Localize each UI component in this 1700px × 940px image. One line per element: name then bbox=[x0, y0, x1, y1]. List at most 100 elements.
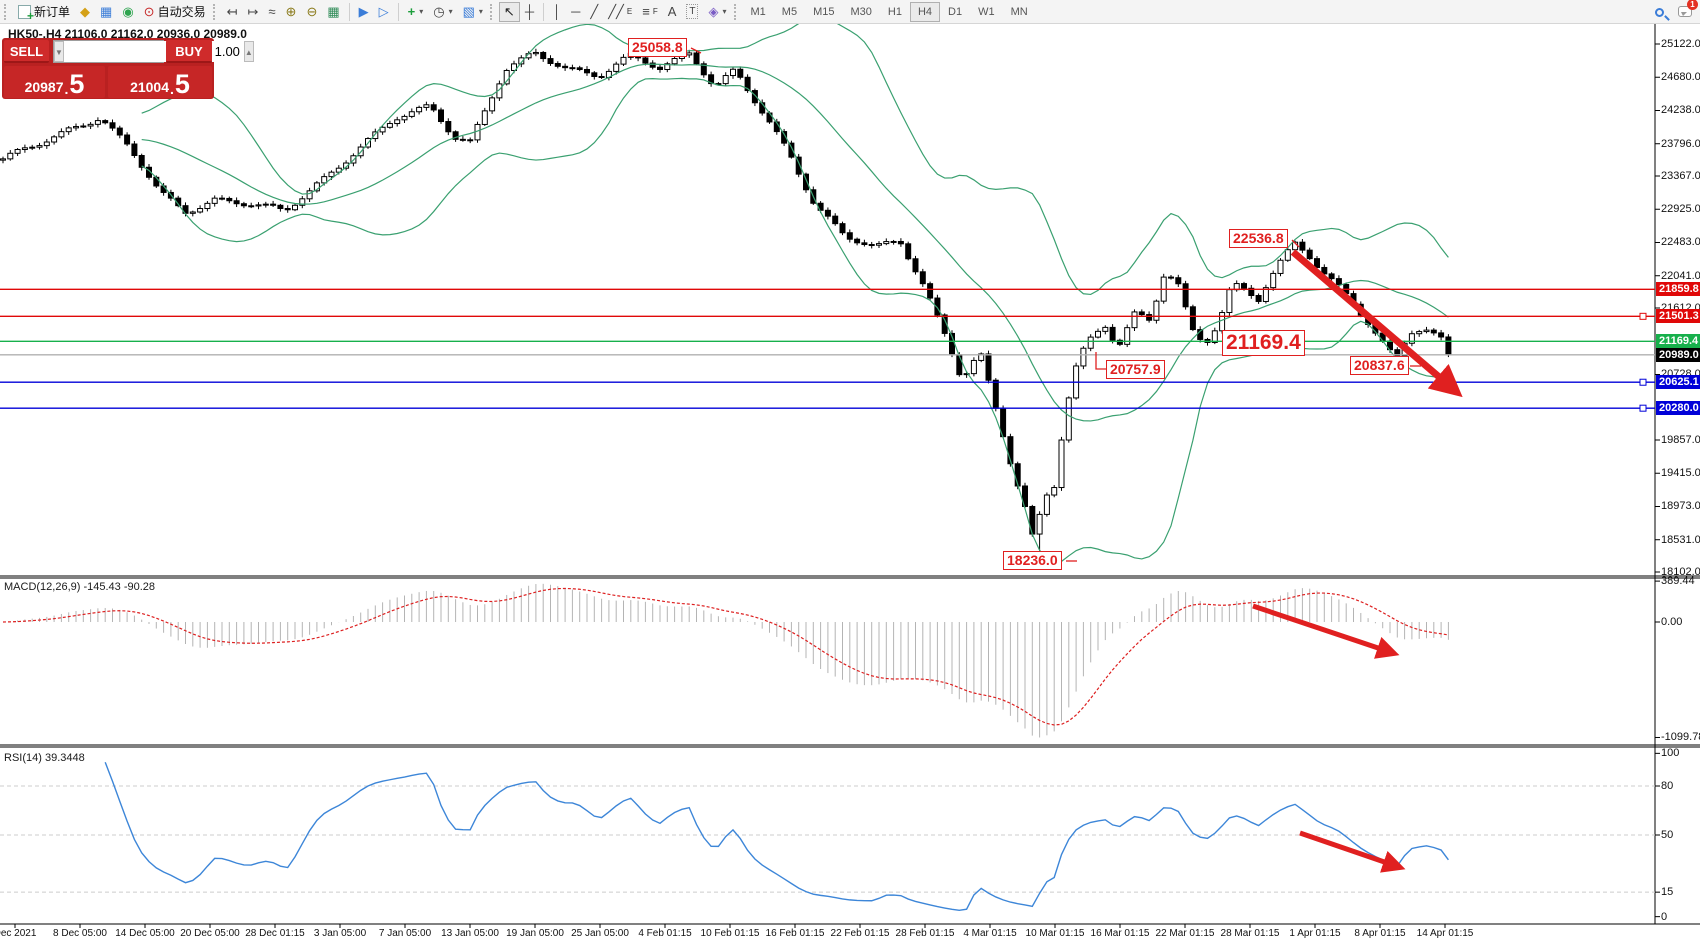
notifications-button[interactable]: 1 bbox=[1678, 0, 1698, 22]
zoom-in-icon: ⊕ bbox=[285, 4, 297, 19]
macd-indicator-label: MACD(12,26,9) -145.43 -90.28 bbox=[4, 581, 155, 593]
crosshair-tool-button[interactable]: ┼ bbox=[520, 2, 539, 22]
volume-decrease-button[interactable]: ▼ bbox=[54, 41, 64, 62]
trendline-tool-button[interactable]: ╱ bbox=[585, 2, 603, 22]
price-axis-tick: 25122.0 bbox=[1661, 38, 1700, 50]
chart-shift-button[interactable]: ↦ bbox=[242, 2, 263, 22]
fibonacci-tool-button[interactable]: ≡ F bbox=[637, 2, 662, 22]
tile-windows-button[interactable]: ▦ bbox=[322, 2, 344, 22]
channel-tool-button[interactable]: ╱╱ E bbox=[603, 2, 637, 22]
timeframe-button-m15[interactable]: M15 bbox=[813, 5, 835, 18]
open-chart-button[interactable]: ▦ bbox=[95, 2, 117, 22]
bar-shift-button[interactable]: ↤ bbox=[222, 2, 243, 22]
dropdown-caret-icon: ▾ bbox=[478, 7, 483, 16]
channel-icon: ╱╱ bbox=[608, 4, 624, 19]
date-axis-label[interactable]: 16 Feb 01:15 bbox=[765, 928, 825, 939]
horizontal-line-tool-button[interactable]: ─ bbox=[566, 2, 585, 22]
search-button[interactable] bbox=[1655, 4, 1664, 22]
sell-price[interactable]: 20987. 5 bbox=[4, 66, 105, 98]
step-forward-button[interactable]: ▶ bbox=[354, 2, 374, 22]
price-annotation-21169-4[interactable]: 21169.4 bbox=[1222, 330, 1305, 356]
zoom-out-button[interactable]: ⊖ bbox=[301, 2, 322, 22]
chart-shift-icon: ↦ bbox=[247, 4, 259, 19]
date-axis-label[interactable]: 28 Mar 01:15 bbox=[1220, 928, 1280, 939]
timeframe-button-m5[interactable]: M5 bbox=[781, 5, 798, 18]
price-annotation-18236-0[interactable]: 18236.0 bbox=[1003, 551, 1062, 570]
buy-price-main: 21004 bbox=[130, 79, 169, 95]
date-axis-label[interactable]: 25 Jan 05:00 bbox=[571, 928, 629, 939]
sell-button[interactable]: SELL bbox=[4, 40, 49, 63]
date-axis-label[interactable]: 22 Feb 01:15 bbox=[830, 928, 890, 939]
date-axis-label[interactable]: Dec 2021 bbox=[0, 928, 37, 939]
shapes-tool-button[interactable]: ◈ ▾ bbox=[703, 2, 731, 22]
price-axis-tick: 24238.0 bbox=[1661, 104, 1700, 117]
channel-sub-label: E bbox=[626, 7, 633, 16]
news-button[interactable]: ◉ bbox=[117, 2, 138, 22]
date-axis-label[interactable]: 1 Apr 01:15 bbox=[1289, 928, 1341, 939]
styler-button[interactable]: ◆ bbox=[75, 2, 95, 22]
price-annotation-20757-9[interactable]: 20757.9 bbox=[1106, 360, 1165, 379]
timeframe-button-w1[interactable]: W1 bbox=[978, 5, 995, 18]
price-level-badge: 21169.4 bbox=[1656, 334, 1700, 349]
date-axis-label[interactable]: 28 Feb 01:15 bbox=[895, 928, 955, 939]
timeframe-button-m30[interactable]: M30 bbox=[850, 5, 872, 18]
toolbar-grip bbox=[489, 3, 495, 20]
price-annotation-20837-6[interactable]: 20837.6 bbox=[1350, 356, 1409, 375]
timeframe-button-d1[interactable]: D1 bbox=[948, 5, 963, 18]
price-axis-tick: 19857.0 bbox=[1661, 434, 1700, 446]
periods-button[interactable]: ◷ ▾ bbox=[428, 2, 457, 22]
date-axis-label[interactable]: 4 Feb 01:15 bbox=[638, 928, 692, 939]
toolbar: 新订单 ◆ ▦ ◉ ⊙ 自动交易 ↤ ↦ ≈ ⊕ ⊖ ▦ ▶ ▷ +▾ ◷▾ ▧… bbox=[0, 0, 1700, 24]
date-axis-label[interactable]: 7 Jan 05:00 bbox=[378, 928, 432, 939]
vertical-line-tool-button[interactable]: │ bbox=[548, 2, 566, 22]
date-axis-label[interactable]: 8 Apr 01:15 bbox=[1354, 928, 1406, 939]
bar-shift-icon: ↤ bbox=[226, 4, 238, 19]
price-annotation-25058-8[interactable]: 25058.8 bbox=[628, 38, 687, 57]
date-axis-label[interactable]: 10 Feb 01:15 bbox=[700, 928, 760, 939]
date-axis-label[interactable]: 14 Apr 01:15 bbox=[1416, 928, 1474, 939]
cursor-tool-button[interactable]: ↖ bbox=[498, 1, 520, 22]
price-axis-tick: 23796.0 bbox=[1661, 137, 1700, 150]
text-tool-button[interactable]: A bbox=[663, 2, 682, 22]
label-tool-button[interactable]: T bbox=[681, 2, 703, 22]
date-axis-label[interactable]: 28 Dec 01:15 bbox=[245, 928, 305, 939]
toolbar-grip bbox=[733, 3, 739, 20]
buy-button[interactable]: BUY bbox=[166, 40, 212, 63]
price-annotation-22536-8[interactable]: 22536.8 bbox=[1229, 229, 1288, 248]
date-axis-label[interactable]: 8 Dec 05:00 bbox=[53, 928, 107, 939]
volume-increase-button[interactable]: ▲ bbox=[243, 41, 254, 62]
timeframe-button-h4[interactable]: H4 bbox=[909, 1, 940, 22]
timeframe-button-h1[interactable]: H1 bbox=[887, 5, 902, 18]
timeframe-button-mn[interactable]: MN bbox=[1010, 5, 1028, 18]
new-order-button[interactable]: 新订单 bbox=[13, 2, 75, 23]
buy-price[interactable]: 21004. 5 bbox=[108, 66, 212, 98]
timeframe-button-m1[interactable]: M1 bbox=[750, 5, 766, 18]
autoscroll-button[interactable]: ≈ bbox=[263, 2, 280, 22]
step-end-button[interactable]: ▷ bbox=[374, 2, 394, 22]
date-axis-label[interactable]: 19 Jan 05:00 bbox=[506, 928, 564, 939]
new-order-label: 新订单 bbox=[34, 5, 71, 19]
rsi-axis-tick: 80 bbox=[1661, 780, 1674, 792]
date-axis-label[interactable]: 16 Mar 01:15 bbox=[1090, 928, 1150, 939]
date-axis-label[interactable]: 3 Jan 05:00 bbox=[313, 928, 367, 939]
date-axis-label[interactable]: 4 Mar 01:15 bbox=[963, 928, 1017, 939]
autotrading-button[interactable]: ⊙ 自动交易 bbox=[139, 2, 211, 22]
date-axis-label[interactable]: 14 Dec 05:00 bbox=[115, 928, 175, 939]
timeframe-toolbar: M1 M5 M15 M30 H1 H4 D1 W1 MN bbox=[743, 1, 1036, 22]
new-order-icon bbox=[18, 4, 34, 23]
zoom-in-button[interactable]: ⊕ bbox=[281, 2, 302, 22]
date-axis-label[interactable]: 20 Dec 05:00 bbox=[180, 928, 240, 939]
trendline-icon: ╱ bbox=[590, 4, 599, 19]
date-axis-label[interactable]: 13 Jan 05:00 bbox=[441, 928, 499, 939]
templates-button[interactable]: ▧ ▾ bbox=[458, 2, 488, 22]
price-axis-tick: 18973.0 bbox=[1661, 500, 1700, 513]
volume-input[interactable] bbox=[63, 41, 244, 62]
price-level-badge: 20989.0 bbox=[1656, 347, 1700, 362]
new-chart-button[interactable]: + ▾ bbox=[403, 2, 429, 22]
toolbar-separator bbox=[348, 2, 350, 21]
date-axis-label[interactable]: 10 Mar 01:15 bbox=[1025, 928, 1085, 939]
date-axis-label[interactable]: 22 Mar 01:15 bbox=[1155, 928, 1215, 939]
autotrading-icon: ⊙ bbox=[143, 4, 155, 19]
